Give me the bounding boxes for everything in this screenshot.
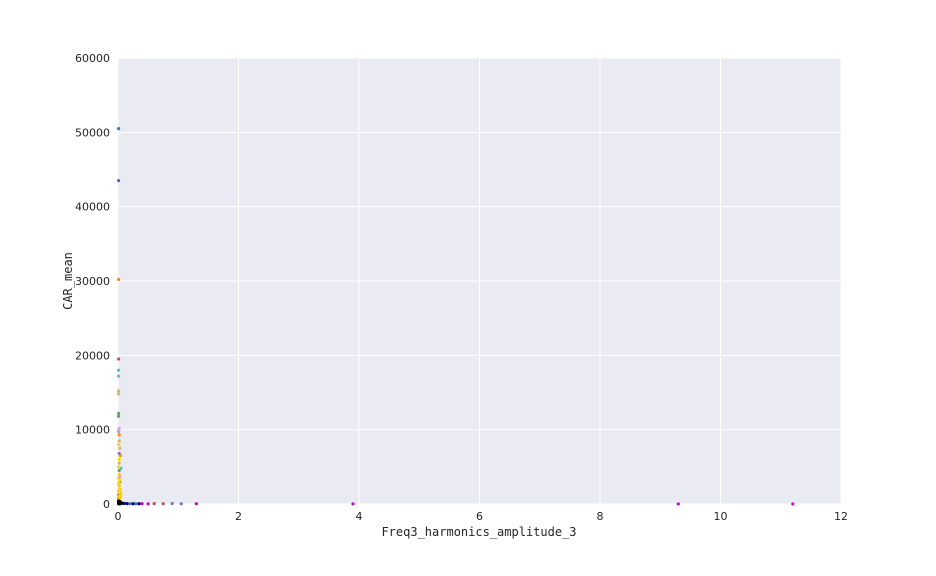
data-point — [122, 501, 126, 506]
data-point — [170, 501, 174, 506]
data-point — [117, 491, 121, 495]
data-point — [117, 414, 121, 418]
data-point — [117, 368, 121, 372]
data-point — [152, 502, 156, 506]
x-tick-label: 8 — [597, 510, 604, 523]
y-tick-label: 60000 — [75, 52, 110, 65]
data-point — [128, 502, 132, 506]
data-point — [676, 502, 680, 506]
data-point — [117, 442, 121, 447]
data-point — [117, 465, 121, 469]
data-point — [117, 357, 121, 361]
y-tick-label: 50000 — [75, 126, 110, 139]
x-tick-label: 2 — [235, 510, 242, 523]
data-point — [179, 502, 183, 506]
y-tick-label: 0 — [103, 498, 110, 511]
data-point — [117, 411, 121, 415]
y-tick-label: 20000 — [75, 349, 110, 362]
data-point — [118, 502, 122, 506]
data-point — [140, 502, 144, 506]
data-point — [119, 466, 123, 470]
data-point — [194, 502, 198, 506]
data-point — [117, 127, 121, 131]
data-point — [137, 502, 141, 506]
axis-ticks: 0 2 4 6 8 10 12 0 10000 20000 30000 40000 50000 60000 — [75, 52, 848, 523]
data-points — [117, 127, 795, 506]
x-tick-label: 0 — [115, 510, 122, 523]
data-point — [117, 468, 121, 473]
data-point — [118, 446, 122, 450]
y-axis-label: CAR_mean — [61, 252, 75, 310]
data-point — [146, 502, 150, 506]
data-point — [117, 457, 121, 461]
data-point — [791, 502, 795, 506]
data-point — [118, 478, 122, 482]
data-point — [134, 502, 138, 506]
data-point — [117, 392, 121, 396]
data-point — [351, 502, 355, 506]
data-point — [161, 502, 165, 506]
data-point — [125, 502, 129, 506]
x-tick-label: 12 — [834, 510, 848, 523]
data-point — [117, 428, 121, 433]
data-point — [117, 461, 121, 465]
data-point — [117, 389, 121, 393]
data-point — [117, 374, 121, 378]
y-tick-label: 10000 — [75, 424, 110, 437]
data-point — [118, 474, 122, 479]
data-point — [117, 179, 121, 183]
data-point — [119, 493, 123, 497]
data-point — [117, 483, 121, 488]
x-tick-label: 10 — [714, 510, 728, 523]
data-point — [131, 502, 135, 506]
data-point — [118, 454, 123, 458]
x-tick-label: 6 — [476, 510, 483, 523]
y-tick-label: 30000 — [75, 275, 110, 288]
y-tick-label: 40000 — [75, 201, 110, 214]
grid-lines — [117, 57, 842, 505]
data-point — [117, 439, 121, 443]
data-point — [117, 433, 121, 437]
x-axis-label: Freq3_harmonics_amplitude_3 — [381, 525, 576, 539]
data-point — [117, 277, 121, 282]
x-tick-label: 4 — [356, 510, 363, 523]
